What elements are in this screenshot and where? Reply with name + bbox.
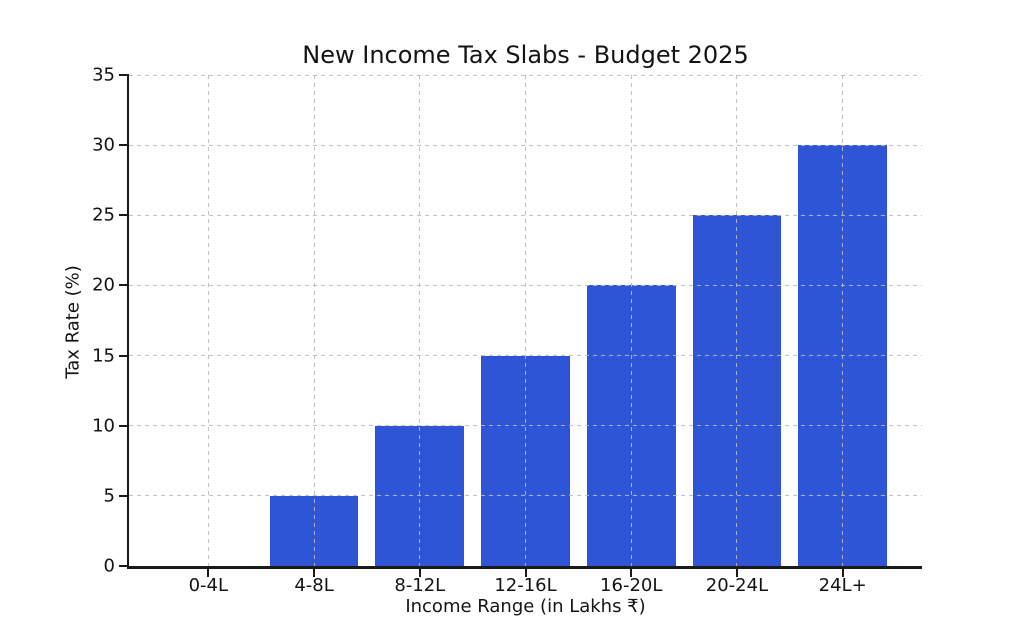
x-tick-mark [841, 569, 844, 577]
x-tick-label: 0-4L [188, 575, 229, 596]
y-axis-label: Tax Rate (%) [62, 265, 84, 379]
y-tick-mark [119, 565, 129, 567]
x-tick-label: 24L+ [818, 575, 867, 596]
y-tick-label: 10 [92, 415, 115, 437]
y-tick-mark [119, 424, 129, 427]
x-tick-mark [313, 569, 316, 577]
x-tick-mark [418, 569, 421, 577]
y-tick-mark [119, 214, 129, 217]
plot-area: 0 5 10 15 20 25 30 35 0-4L 4-8L 8-12L 12-16L 16-20L 2… [92, 65, 922, 596]
x-gridline [313, 75, 315, 566]
x-tick-label: 16-20L [600, 575, 663, 596]
bar-20-24L [692, 215, 782, 566]
x-tick-mark [207, 569, 210, 577]
y-gridline [129, 74, 922, 76]
chart-title: New Income Tax Slabs - Budget 2025 [302, 41, 749, 69]
x-tick-label: 12-16L [494, 575, 557, 596]
x-tick-label: 8-12L [394, 575, 446, 596]
y-tick-label: 15 [92, 345, 115, 367]
x-tick-label: 20-24L [705, 575, 769, 596]
y-tick-label: 25 [92, 204, 115, 226]
x-tick-mark [630, 569, 633, 577]
y-tick-label: 20 [92, 274, 115, 296]
y-tick-label: 35 [92, 64, 115, 86]
bar-12-16L [481, 355, 570, 566]
y-tick-label: 5 [103, 485, 115, 507]
y-tick-mark [119, 74, 129, 76]
y-tick-label: 30 [92, 134, 115, 156]
bar-24L+ [798, 145, 888, 566]
y-tick-label: 0 [103, 555, 115, 577]
x-axis-label: Income Range (in Lakhs ₹) [405, 596, 646, 617]
x-tick-mark [735, 569, 738, 577]
x-tick-mark [524, 569, 527, 577]
y-tick-mark [119, 144, 129, 147]
y-tick-mark [119, 284, 129, 287]
bar-16-20L [586, 285, 676, 566]
bar-4-8L [269, 495, 359, 566]
bar-8-12L [375, 425, 465, 566]
y-tick-mark [119, 494, 129, 497]
x-tick-label: 4-8L [294, 575, 334, 596]
y-tick-mark [119, 354, 129, 357]
x-gridline [207, 75, 209, 566]
